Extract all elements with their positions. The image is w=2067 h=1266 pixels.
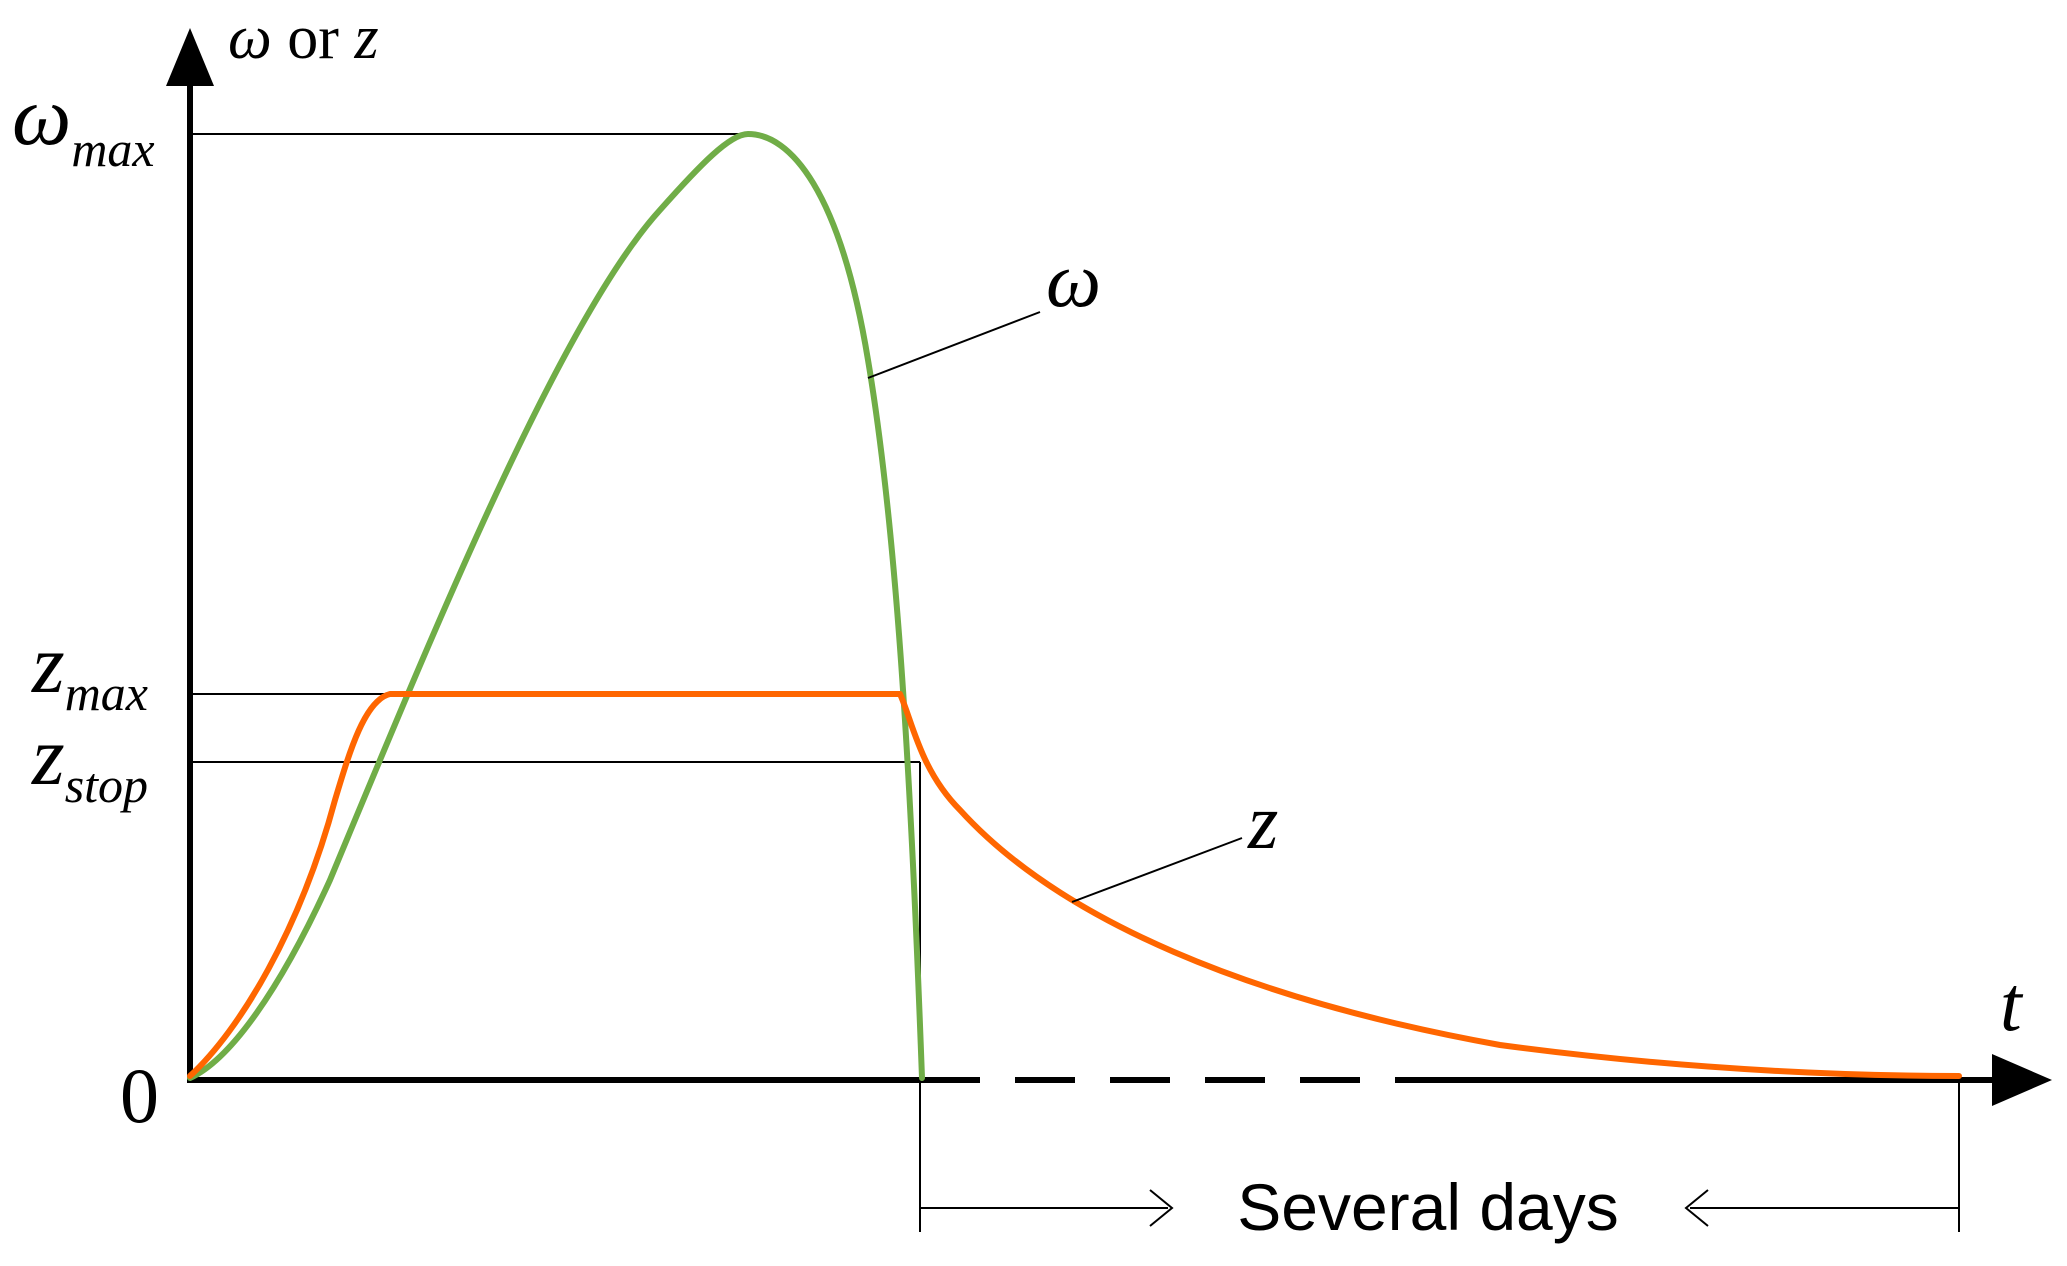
x-axis-label: t bbox=[2000, 960, 2024, 1047]
z-stop-label: zstop bbox=[31, 710, 148, 813]
z-max-label: zmax bbox=[31, 618, 148, 721]
z-label-leader bbox=[1071, 837, 1243, 903]
span-label: Several days bbox=[1237, 1170, 1619, 1244]
origin-label: 0 bbox=[120, 1052, 159, 1139]
span-arrow-left-head bbox=[1149, 1189, 1174, 1227]
omega-max-label: ωmax bbox=[12, 70, 155, 177]
z-curve-label: z bbox=[1247, 778, 1278, 865]
y-axis-label: ω or z bbox=[228, 4, 379, 72]
y-axis-arrow bbox=[166, 28, 214, 86]
z-curve bbox=[187, 691, 1962, 1079]
span-arrow-right-head bbox=[1684, 1189, 1709, 1227]
omega-curve bbox=[187, 130, 925, 1081]
omega-curve-label: ω bbox=[1046, 236, 1101, 323]
x-axis-arrow bbox=[1992, 1054, 2052, 1106]
omega-label-leader bbox=[867, 311, 1041, 379]
